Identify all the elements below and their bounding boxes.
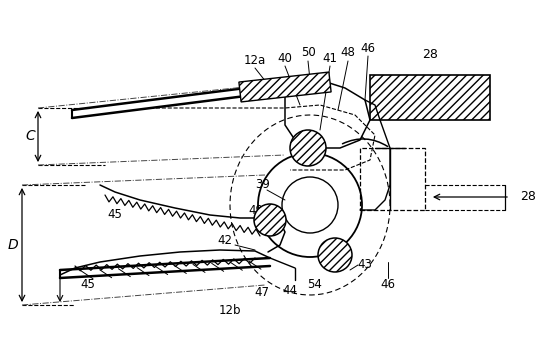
Text: C: C xyxy=(25,129,35,143)
Text: 48: 48 xyxy=(341,46,355,59)
Text: 39: 39 xyxy=(255,178,270,191)
Text: 12a: 12a xyxy=(244,54,266,67)
Circle shape xyxy=(290,130,326,166)
Text: 42: 42 xyxy=(218,233,233,247)
Text: 45: 45 xyxy=(108,209,123,222)
Text: 40: 40 xyxy=(278,51,293,64)
Text: 41: 41 xyxy=(323,51,338,64)
Text: 28: 28 xyxy=(422,49,438,62)
Text: 45: 45 xyxy=(81,278,95,291)
Polygon shape xyxy=(239,72,331,102)
Text: 44: 44 xyxy=(282,283,297,296)
Text: 12b: 12b xyxy=(219,303,241,316)
Circle shape xyxy=(254,204,286,236)
Text: 46: 46 xyxy=(361,42,376,55)
Text: 49: 49 xyxy=(248,203,263,216)
Bar xyxy=(370,75,490,120)
Text: 43: 43 xyxy=(357,258,372,272)
Text: 46: 46 xyxy=(380,278,395,291)
Bar xyxy=(360,148,425,210)
Text: 50: 50 xyxy=(301,46,315,59)
Text: D: D xyxy=(7,238,18,252)
Text: 54: 54 xyxy=(308,278,323,291)
Text: 28: 28 xyxy=(520,190,535,203)
Text: 47: 47 xyxy=(255,286,270,299)
Bar xyxy=(370,75,490,120)
Circle shape xyxy=(318,238,352,272)
